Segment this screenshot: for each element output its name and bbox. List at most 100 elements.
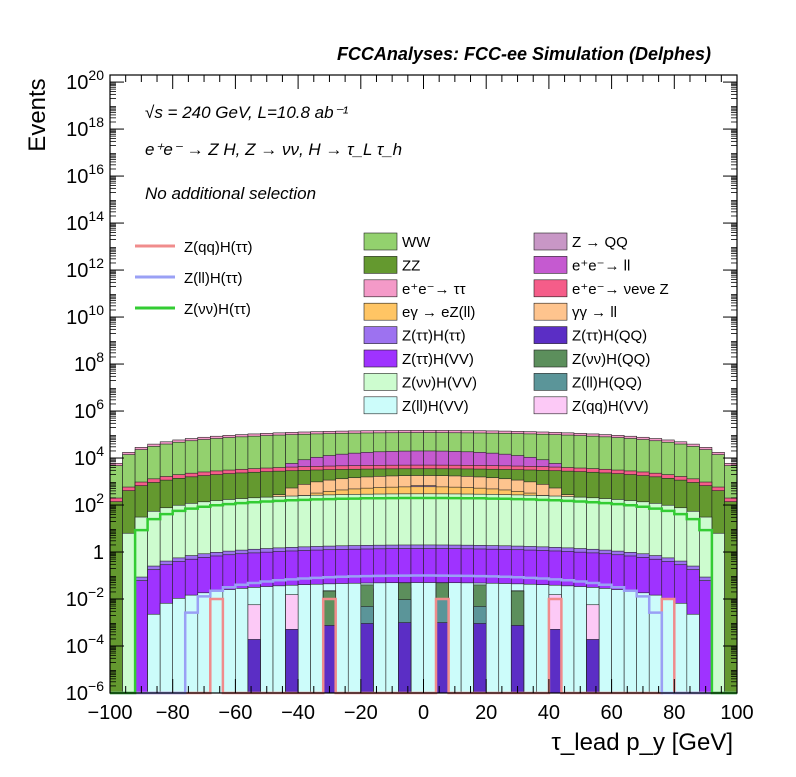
x-tick-label: 40 — [538, 702, 560, 724]
text-layer: −100 −80 −60 −40 −20 0 20 40 60 80 100 10−6 10−4 10−2… — [24, 44, 754, 756]
bar — [573, 586, 587, 694]
legend: Z(qq)H(ττ) Z(ll)H(ττ) Z(νν)H(ττ) WW ZZ e⁺e⁻→ … — [135, 232, 669, 415]
bar — [347, 582, 362, 694]
legend-label: Z(qq)H(VV) — [572, 398, 649, 415]
x-tick-label: 100 — [720, 702, 753, 724]
y-tick-label: 104 — [74, 443, 104, 470]
chart-header: FCCAnalyses: FCC-ee Simulation (Delphes) — [337, 44, 711, 64]
bar — [523, 583, 537, 694]
x-axis-title: τ_lead p_y [GeV] — [551, 729, 733, 756]
x-tick-label: 0 — [418, 702, 429, 724]
legend-swatch — [363, 326, 398, 344]
bar — [410, 582, 424, 694]
line-z-ll-h- — [110, 574, 737, 695]
bar — [711, 532, 725, 694]
legend-swatch — [363, 232, 398, 251]
histogram-layer — [109, 430, 738, 694]
bar — [648, 594, 663, 694]
legend-label: Z(ll)H(ττ) — [184, 270, 243, 287]
legend-label: Z(νν)H(QQ) — [572, 351, 650, 368]
axes-layer — [109, 74, 738, 694]
legend-swatch — [533, 232, 568, 251]
legend-swatch — [363, 373, 398, 391]
bar — [260, 586, 274, 694]
bar — [335, 583, 349, 694]
legend-swatch — [533, 326, 568, 344]
legend-swatch — [533, 256, 568, 274]
bar — [561, 585, 575, 694]
bar — [310, 583, 324, 694]
bar — [636, 592, 650, 694]
bar — [485, 582, 500, 694]
y-tick-label: 1012 — [66, 255, 104, 282]
y-tick-label: 10−2 — [66, 584, 104, 611]
x-tick-label: −100 — [87, 702, 132, 724]
legend-swatch — [363, 256, 398, 274]
x-tick-label: 80 — [663, 702, 685, 724]
y-tick-label: 102 — [74, 490, 104, 517]
legend-swatch — [533, 373, 568, 391]
legend-label: Z(qq)H(ττ) — [184, 239, 253, 256]
y-tick-label: 1 — [93, 542, 104, 564]
bar — [398, 622, 412, 694]
bar — [272, 585, 286, 694]
y-tick-label: 1018 — [66, 114, 104, 141]
legend-label: e⁺e⁻→ ττ — [402, 281, 466, 298]
y-tick-label: 1010 — [66, 302, 104, 329]
bar — [611, 589, 625, 694]
bar — [536, 584, 550, 694]
bar — [598, 588, 612, 694]
legend-swatch — [533, 349, 568, 368]
bar — [147, 613, 161, 694]
bar — [548, 629, 562, 694]
bar — [586, 639, 600, 694]
legend-swatch — [363, 396, 398, 415]
legend-swatch — [363, 302, 398, 321]
legend-label: Z(ττ)H(VV) — [402, 351, 474, 368]
legend-swatch — [533, 279, 568, 298]
bar — [297, 584, 311, 694]
legend-label: eγ → eZ(ll) — [402, 304, 475, 321]
y-tick-label: 10−4 — [66, 631, 104, 658]
legend-label: Z(ττ)H(QQ) — [572, 328, 647, 345]
legend-label: Z(ll)H(QQ) — [572, 374, 642, 391]
bar — [498, 583, 512, 694]
bar — [623, 590, 637, 694]
legend-swatch — [533, 396, 568, 415]
legend-label: Z → QQ — [572, 234, 628, 251]
hist-z-ll-h-vv- — [147, 582, 700, 694]
bar — [122, 532, 136, 694]
bar — [184, 594, 199, 694]
bar — [673, 602, 688, 694]
bar — [724, 501, 738, 694]
annotation-selection: No additional selection — [145, 184, 316, 203]
y-tick-label: 108 — [74, 349, 104, 376]
bar — [510, 625, 525, 694]
y-tick-label: 106 — [74, 396, 104, 423]
bar — [109, 501, 123, 694]
x-tick-label: −20 — [344, 702, 378, 724]
legend-label: Z(ττ)H(ττ) — [402, 328, 466, 345]
legend-label: e⁺e⁻→ ll — [572, 257, 630, 274]
legend-label: e⁺e⁻→ νeνe Z — [572, 281, 669, 298]
bar — [285, 629, 299, 694]
y-tick-label: 1016 — [66, 161, 104, 188]
x-tick-label: 60 — [600, 702, 622, 724]
bar — [373, 582, 387, 694]
legend-label: WW — [402, 234, 431, 251]
bar — [134, 580, 148, 694]
x-tick-label: 20 — [475, 702, 497, 724]
bar — [247, 639, 261, 694]
bar — [159, 602, 174, 694]
bar — [473, 623, 487, 694]
bar — [322, 625, 337, 694]
x-tick-label: −80 — [156, 702, 190, 724]
y-tick-label: 1020 — [66, 67, 104, 94]
bar — [460, 582, 474, 694]
bar — [210, 590, 224, 694]
x-tick-label: −40 — [281, 702, 315, 724]
hist-z-h-qq- — [247, 622, 600, 694]
bar — [435, 622, 449, 694]
